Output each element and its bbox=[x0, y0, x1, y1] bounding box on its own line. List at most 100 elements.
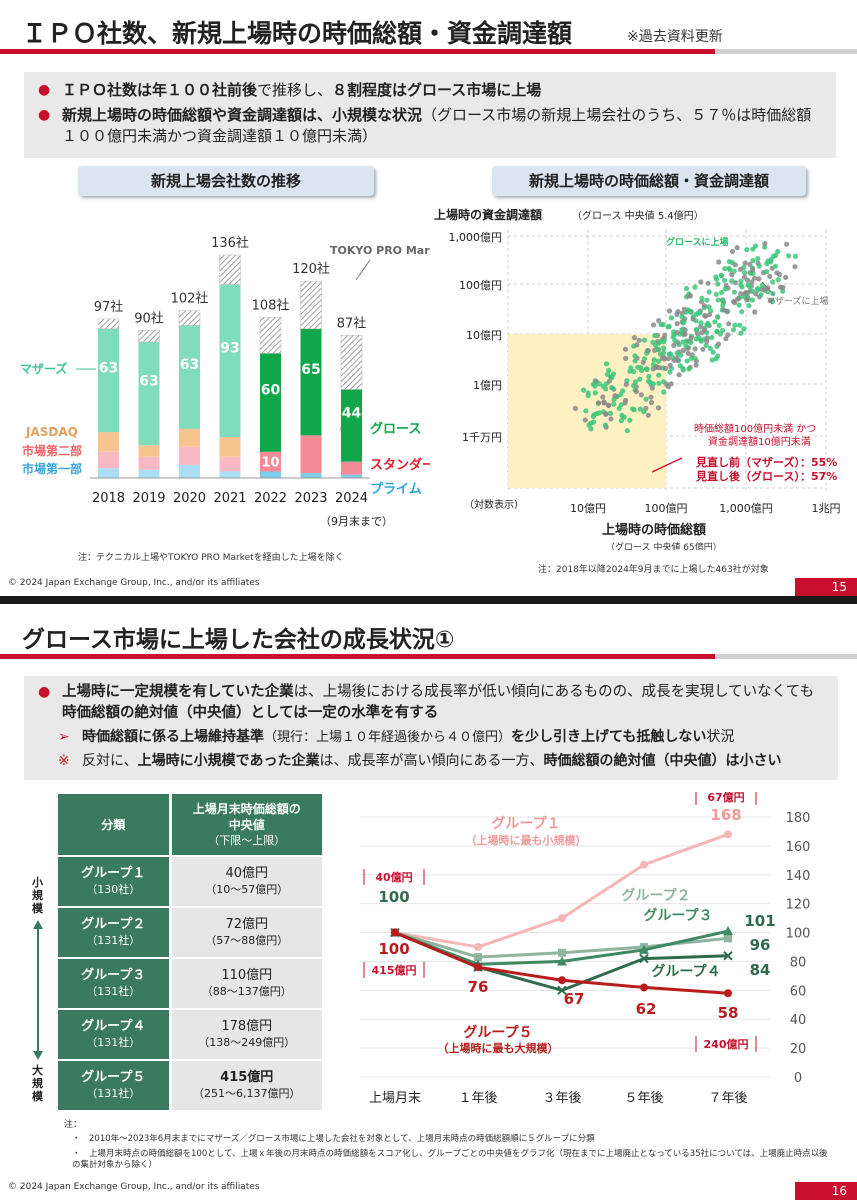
scatter-point bbox=[596, 400, 602, 406]
bar-total-label: 136社 bbox=[211, 235, 249, 251]
scatter-point bbox=[679, 314, 685, 320]
scatter-point bbox=[680, 347, 686, 353]
scatter-point bbox=[707, 345, 713, 351]
scatter-point bbox=[667, 369, 673, 375]
scatter-point bbox=[684, 358, 690, 364]
scatter-point bbox=[646, 373, 652, 380]
scatter-point bbox=[739, 309, 745, 315]
group-name-cell: グループ３ （131社） bbox=[58, 958, 170, 1010]
y-tick-label: 20 bbox=[790, 1042, 807, 1057]
scatter-point bbox=[758, 292, 764, 298]
scatter-point bbox=[716, 322, 722, 328]
scatter-point bbox=[715, 297, 721, 303]
scatter-point bbox=[753, 291, 759, 297]
scatter-point bbox=[621, 414, 627, 420]
sub-bullet: ※ 反対に、上場時に小規模であった企業は、成長率が高い傾向にある一方、時価総額の絶… bbox=[36, 751, 826, 772]
scatter-point bbox=[741, 326, 747, 332]
scatter-point bbox=[605, 402, 611, 408]
scatter-point bbox=[752, 309, 758, 315]
scatter-point bbox=[726, 259, 732, 265]
box-label-2: 資金調達額10億円未満 bbox=[708, 435, 811, 448]
scatter-point bbox=[650, 361, 657, 368]
g5-name: グループ５ bbox=[463, 1024, 532, 1041]
scatter-point bbox=[609, 385, 615, 391]
scatter-point bbox=[715, 314, 721, 320]
scatter-point bbox=[747, 261, 753, 267]
x-tick-label: ５年後 bbox=[624, 1091, 663, 1106]
scatter-point bbox=[697, 310, 703, 316]
scatter-point bbox=[742, 270, 748, 276]
bar-value-label: 10 bbox=[261, 456, 279, 471]
page-number: 15 bbox=[795, 578, 857, 596]
scatter-point bbox=[756, 276, 762, 282]
x-tick-label: 1兆円 bbox=[812, 502, 841, 515]
scatter-point bbox=[650, 381, 656, 387]
right-footnote: 注：2018年以降2024年9月までに上場した463社が対象 bbox=[538, 565, 769, 575]
bar-segment bbox=[138, 341, 160, 446]
scatter-point bbox=[649, 385, 655, 391]
scatter-point bbox=[767, 298, 773, 304]
y-axis-note: （グロース 中央値 5.4億円） bbox=[572, 209, 704, 222]
data-point bbox=[724, 989, 732, 998]
scatter-point bbox=[627, 417, 633, 423]
scatter-point bbox=[702, 313, 708, 319]
data-point bbox=[639, 953, 649, 964]
scatter-point bbox=[762, 244, 768, 250]
scatter-point bbox=[645, 348, 651, 354]
data-point bbox=[474, 953, 482, 962]
scatter-point bbox=[611, 401, 617, 407]
bar-segment bbox=[138, 469, 160, 478]
scatter-point bbox=[674, 321, 680, 327]
x-tick-label: 10億円 bbox=[570, 502, 606, 515]
scatter-point bbox=[692, 284, 698, 290]
scatter-point bbox=[624, 378, 630, 384]
note-mark: ※ bbox=[58, 753, 70, 769]
scatter-point bbox=[713, 291, 719, 297]
data-point bbox=[558, 914, 566, 923]
scatter-point bbox=[746, 303, 752, 309]
scatter-point bbox=[704, 338, 710, 344]
data-point bbox=[724, 934, 732, 943]
group-name-cell: グループ１ （130社） bbox=[58, 856, 170, 908]
scatter-point bbox=[762, 240, 768, 247]
left-footnote: 注：テクニカル上場やTOKYO PRO Marketを経由した上場を除く bbox=[78, 553, 344, 563]
bar-segment bbox=[300, 328, 322, 436]
g1-name: グループ１ bbox=[491, 815, 560, 832]
scatter-point bbox=[700, 346, 706, 352]
bullet-dot-icon: ● bbox=[38, 107, 51, 123]
scatter-point bbox=[651, 357, 657, 363]
g5-1y-label: 76 bbox=[468, 978, 489, 996]
y-tick-label: 1,000億円 bbox=[449, 231, 503, 244]
scatter-point bbox=[704, 297, 710, 303]
scatter-point bbox=[783, 274, 789, 280]
scatter-point bbox=[765, 289, 771, 295]
scatter-point bbox=[723, 336, 729, 342]
scatter-point bbox=[661, 345, 667, 351]
scatter-point bbox=[701, 327, 708, 333]
table-row: グループ４ （131社） 178億円 （138～249億円） bbox=[58, 1009, 322, 1061]
scatter-point bbox=[738, 278, 744, 284]
g4-end-label: 84 bbox=[750, 961, 771, 979]
bar-segment bbox=[138, 445, 160, 457]
g1-end-box: 67億円 bbox=[707, 792, 744, 804]
scatter-point bbox=[759, 282, 765, 288]
bar-segment bbox=[219, 254, 241, 285]
scatter-point bbox=[737, 266, 744, 272]
bar-segment bbox=[341, 461, 362, 475]
scatter-point bbox=[652, 332, 658, 339]
slide-16: グロース市場に上場した会社の成長状況① ● 上場時に一定規模を有していた企業は、上… bbox=[0, 604, 857, 1200]
page-title: グロース市場に上場した会社の成長状況① bbox=[22, 627, 455, 653]
data-point bbox=[557, 956, 567, 966]
bar-segment bbox=[219, 456, 241, 472]
bar-total-label: 87社 bbox=[337, 315, 367, 331]
scatter-point bbox=[720, 327, 726, 333]
x-tick-label: 2019 bbox=[132, 491, 165, 506]
scatter-point bbox=[656, 372, 662, 378]
data-point bbox=[557, 985, 567, 996]
scatter-point bbox=[572, 405, 578, 411]
legend-second-section: 市場第二部 bbox=[22, 443, 82, 458]
scatter-point bbox=[603, 411, 609, 417]
scatter-point bbox=[674, 350, 680, 356]
x-tick-label: 2021 bbox=[213, 491, 246, 506]
scatter-point bbox=[721, 277, 728, 283]
